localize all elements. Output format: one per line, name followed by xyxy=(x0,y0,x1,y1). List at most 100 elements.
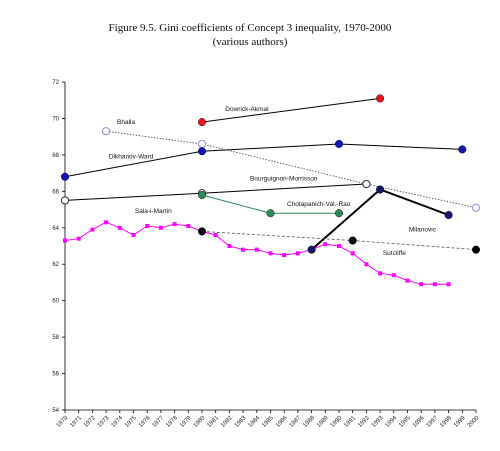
bourguignon-morrisson-line xyxy=(64,183,367,201)
chotapanich-val-rao-marker xyxy=(335,209,344,218)
x-tick-label: 1978 xyxy=(165,415,179,429)
sala-i-martin-marker xyxy=(117,225,122,230)
chart-title: Figure 9.5. Gini coefficients of Concept… xyxy=(108,22,392,34)
x-tick-label: 1973 xyxy=(97,415,111,429)
sala-i-martin-marker xyxy=(90,227,95,232)
y-tick-label: 66 xyxy=(52,189,59,195)
dikhanov-ward-marker xyxy=(335,139,344,148)
x-tick-label: 1995 xyxy=(398,415,412,429)
y-tick-label: 60 xyxy=(52,299,59,305)
x-tick-label: 1985 xyxy=(261,415,275,429)
x-tick-label: 1981 xyxy=(206,415,220,429)
dikhanov-ward-marker xyxy=(61,172,70,181)
milanovic-marker xyxy=(307,245,316,254)
x-tick-label: 1971 xyxy=(69,415,83,429)
x-tick-label: 1993 xyxy=(371,415,385,429)
chotapanich-val-rao-marker xyxy=(197,190,206,199)
x-tick-label: 1972 xyxy=(83,415,97,429)
sala-i-martin-marker xyxy=(158,225,163,230)
sala-i-martin-marker xyxy=(295,251,300,256)
sala-i-martin-marker xyxy=(432,282,437,287)
sala-i-martin-marker xyxy=(104,220,109,225)
sutcliffe-label: Sutcliffe xyxy=(383,250,406,257)
bhalla-label: Bhalla xyxy=(117,119,135,126)
x-tick-label: 1984 xyxy=(248,415,262,429)
sala-i-martin-marker xyxy=(378,271,383,276)
bourguignon-morrisson-marker xyxy=(60,196,70,205)
sala-i-martin-marker xyxy=(350,251,355,256)
x-tick-label: 1992 xyxy=(357,415,371,429)
dikhanov-ward-marker xyxy=(197,147,206,156)
sala-i-martin-marker xyxy=(337,244,341,248)
bourguignon-morrisson-label: Bourguignon-Morrisson xyxy=(250,175,318,182)
dowrick-akmal-label: Dowrick-Akmal xyxy=(225,106,269,113)
sala-i-martin-marker xyxy=(131,233,136,238)
bhalla-line xyxy=(106,130,477,209)
sala-i-martin-marker xyxy=(446,282,451,287)
milanovic-line xyxy=(310,188,449,251)
y-tick-label: 56 xyxy=(52,372,59,378)
x-tick-label: 1998 xyxy=(439,415,453,429)
x-tick-label: 1997 xyxy=(426,415,440,429)
y-tick-label: 62 xyxy=(52,262,59,268)
chotapanich-val-rao-marker xyxy=(266,209,275,218)
dowrick-akmal-line xyxy=(201,97,381,123)
sala-i-martin-marker xyxy=(172,222,177,227)
sala-i-martin-marker xyxy=(145,223,150,228)
sala-i-martin-marker xyxy=(323,242,328,247)
sala-i-martin-marker xyxy=(254,247,259,252)
dikhanov-ward-line xyxy=(64,143,463,178)
bhalla-marker xyxy=(102,127,111,136)
bhalla-marker xyxy=(471,203,481,212)
dikhanov-ward-marker xyxy=(458,145,467,154)
sala-i-martin-marker xyxy=(391,273,396,278)
x-tick-label: 1976 xyxy=(138,415,152,429)
sala-i-martin-marker xyxy=(419,282,424,287)
x-tick-label: 1991 xyxy=(343,415,357,429)
sala-i-martin-marker xyxy=(405,278,410,283)
sala-i-martin-marker xyxy=(76,236,81,241)
x-tick-label: 1974 xyxy=(111,415,125,429)
x-tick-label: 1983 xyxy=(234,415,248,429)
sala-i-martin-marker xyxy=(63,238,67,243)
bhalla-marker xyxy=(197,139,207,149)
y-tick-label: 68 xyxy=(52,153,59,159)
x-tick-label: 2000 xyxy=(467,415,481,429)
y-tick-label: 64 xyxy=(52,226,59,232)
x-tick-label: 1989 xyxy=(316,415,330,429)
sala-i-martin-marker xyxy=(227,244,232,248)
x-tick-label: 1987 xyxy=(289,415,303,429)
x-tick-label: 1996 xyxy=(412,415,426,429)
dikhanov-ward-label: Dikhanov-Ward xyxy=(109,154,154,161)
x-tick-label: 1979 xyxy=(179,415,193,429)
sala-i-martin-marker xyxy=(268,251,273,256)
x-tick-label: 1980 xyxy=(193,415,207,429)
y-tick-label: 72 xyxy=(52,80,59,86)
sala-i-martin-marker xyxy=(241,247,246,252)
y-tick-label: 58 xyxy=(52,335,59,341)
x-tick-label: 1970 xyxy=(56,415,70,429)
bourguignon-morrisson-marker xyxy=(362,179,371,189)
x-tick-label: 1986 xyxy=(275,415,289,429)
sala-i-martin-marker xyxy=(364,262,369,267)
milanovic-label: Milanovic xyxy=(409,226,437,233)
sala-i-martin-marker xyxy=(186,223,191,228)
sutcliffe-marker xyxy=(197,227,206,236)
sala-i-martin-marker xyxy=(213,233,218,238)
milanovic-marker xyxy=(444,211,453,220)
x-tick-label: 1994 xyxy=(385,415,399,429)
x-tick-label: 1988 xyxy=(302,415,316,429)
sala-i-martin-marker xyxy=(282,253,287,258)
x-tick-label: 1999 xyxy=(453,415,467,429)
sala-i-martin-label: Sala-i-Martin xyxy=(135,208,172,215)
x-tick-label: 1982 xyxy=(220,415,234,429)
y-tick-label: 54 xyxy=(52,408,59,414)
sutcliffe-marker xyxy=(472,245,481,254)
chart-subtitle: (various authors) xyxy=(212,36,288,48)
milanovic-marker xyxy=(376,185,385,194)
y-tick-label: 70 xyxy=(52,116,59,122)
dowrick-akmal-marker xyxy=(197,118,206,127)
x-tick-label: 1990 xyxy=(330,415,344,429)
dowrick-akmal-marker xyxy=(376,94,385,103)
